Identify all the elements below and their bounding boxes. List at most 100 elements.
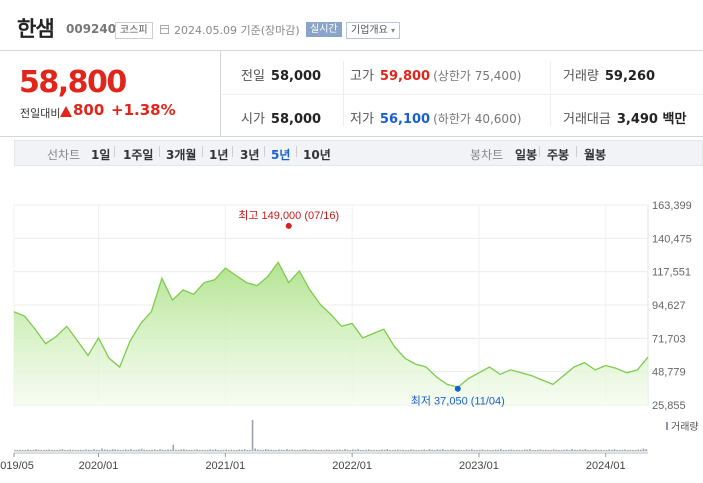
realtime-button[interactable]: 실시간 (306, 22, 342, 37)
y-tick-label: 71,703 (652, 333, 686, 345)
volume-bar (600, 449, 603, 451)
volume-bar (288, 449, 291, 451)
volume-bar (72, 449, 74, 451)
volume-bar (410, 449, 412, 451)
volume-bar (264, 449, 267, 451)
volume-bar (164, 450, 167, 451)
volume-bar (386, 449, 389, 451)
volume-bar (93, 449, 95, 451)
price-summary: 58,800 전일대비 800 +1.38% 전일 58,000 고가 59,800… (0, 50, 703, 137)
current-price-box: 58,800 전일대비 800 +1.38% (0, 51, 221, 136)
tab-monthly[interactable]: 월봉 (584, 148, 607, 162)
x-tick-label: 2019/05 (0, 460, 34, 472)
volume-bar (362, 450, 365, 451)
tab-separator (202, 146, 203, 157)
volume-bar (124, 449, 127, 451)
volume-bar (95, 449, 98, 451)
volume-bar (294, 450, 296, 451)
tab-weekly[interactable]: 주봉 (547, 148, 570, 162)
volume-bar (352, 449, 354, 451)
volume-bar (243, 449, 246, 451)
volume-bar (43, 450, 45, 451)
stat-value: 56,100 (379, 112, 431, 127)
tab-separator (159, 146, 160, 157)
volume-bar (312, 449, 315, 451)
volume-bar (497, 449, 500, 451)
volume-bar (537, 449, 539, 451)
company-overview-button[interactable]: 기업개요 ▾ (346, 22, 401, 39)
volume-bar (77, 450, 79, 451)
volume-bar (82, 450, 85, 451)
volume-bar (439, 449, 441, 451)
volume-bar (220, 450, 222, 451)
stat-high: 고가 59,800 (상한가 75,400) (350, 65, 521, 84)
volume-bar (27, 449, 29, 451)
volume-bar (278, 449, 280, 451)
tab-3m[interactable]: 3개월 (166, 148, 197, 162)
volume-bar (241, 449, 243, 451)
volume-bar (492, 450, 494, 451)
candle-chart-label[interactable]: 봉차트 (470, 148, 504, 162)
volume-bar (579, 449, 581, 451)
volume-bar (574, 449, 576, 451)
volume-bar (616, 450, 618, 451)
volume-bar (185, 449, 188, 451)
volume-bar (449, 449, 452, 451)
volume-bar (611, 449, 613, 451)
volume-bar (640, 449, 642, 451)
volume-bar (106, 449, 109, 451)
volume-bar (444, 450, 447, 451)
price-chart[interactable]: 163,399 140,475 117,551 94,627 71,703 48,779 2… (0, 190, 703, 480)
volume-bar (117, 449, 119, 451)
volume-bar (563, 449, 566, 451)
volume-bar (478, 449, 481, 451)
volume-bar (61, 449, 64, 451)
volume-bar (526, 449, 529, 451)
volume-bar (180, 449, 182, 451)
volume-bar (589, 450, 592, 451)
tab-1d[interactable]: 1일 (91, 148, 111, 162)
volume-bar (209, 449, 212, 451)
tab-1w[interactable]: 1주일 (123, 148, 154, 162)
volume-bar (404, 450, 407, 451)
x-tick-label: 2023/01 (459, 460, 499, 472)
volume-bar (555, 449, 558, 451)
volume-bar (531, 450, 534, 451)
volume-bar (146, 450, 148, 451)
stat-value: 58,000 (270, 69, 322, 84)
volume-bar (109, 450, 111, 451)
line-chart-label[interactable]: 선차트 (47, 148, 81, 162)
volume-bar (286, 449, 288, 451)
volume-bar (357, 449, 359, 451)
tab-daily[interactable]: 일봉 (515, 148, 538, 162)
company-name[interactable]: 한샘 (17, 17, 55, 41)
tab-10y[interactable]: 10년 (303, 148, 331, 162)
tab-1y[interactable]: 1년 (209, 148, 229, 162)
volume-bar (66, 450, 69, 451)
x-tick-label: 2024/01 (586, 460, 626, 472)
volume-bar (568, 450, 571, 451)
volume-bar (140, 448, 143, 451)
volume-bar (455, 450, 457, 451)
volume-bar (415, 450, 418, 451)
volume-bar (484, 450, 486, 451)
tab-5y[interactable]: 5년 (271, 148, 291, 162)
low-marker (454, 385, 461, 392)
tab-separator (264, 146, 265, 157)
price-line (13, 261, 649, 389)
volume-bar (587, 450, 589, 451)
volume-bar (193, 449, 196, 451)
volume-bar (299, 449, 301, 451)
tab-3y[interactable]: 3년 (240, 148, 260, 162)
volume-bar (156, 450, 159, 451)
volume-bar (101, 448, 103, 451)
y-tick-label: 117,551 (652, 267, 691, 279)
stock-header: 한샘 009240 코스피 2024.05.09 기준(장마감) 실시간 기업개… (0, 0, 703, 50)
volume-bar (603, 450, 605, 451)
company-overview-label: 기업개요 (351, 25, 388, 36)
volume-bar (645, 449, 647, 451)
volume-bar (354, 449, 357, 451)
volume-bar (154, 449, 156, 451)
volume-bar (558, 450, 560, 451)
change-label: 전일대비 (20, 107, 61, 120)
